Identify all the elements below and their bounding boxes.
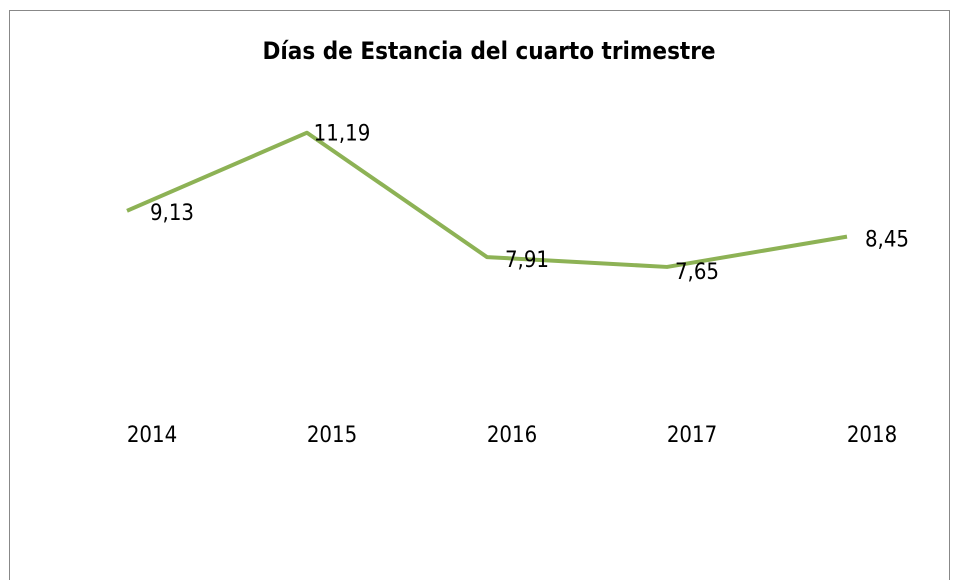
x-tick-label: 2015 [307, 423, 357, 448]
data-label: 7,65 [675, 260, 719, 285]
chart-frame [9, 10, 950, 580]
data-label: 8,45 [865, 228, 909, 253]
x-tick-label: 2017 [667, 423, 717, 448]
x-tick-label: 2018 [847, 423, 897, 448]
data-label: 7,91 [505, 248, 549, 273]
chart-title: Días de Estancia del cuarto trimestre [262, 37, 715, 65]
line [126, 130, 848, 269]
data-label: 11,19 [314, 122, 371, 147]
x-tick-label: 2016 [487, 423, 537, 448]
data-label: 9,13 [150, 201, 194, 226]
x-tick-label: 2014 [127, 423, 177, 448]
